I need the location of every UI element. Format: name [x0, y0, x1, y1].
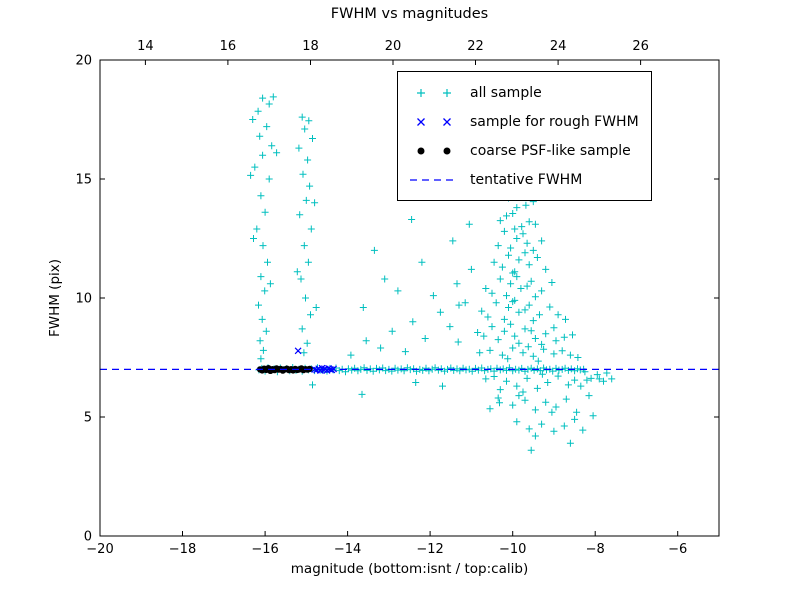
legend: all sample sample for rough FWHM coarse … [397, 71, 652, 201]
legend-entry-all-sample: all sample [408, 79, 639, 106]
x-axis-label: magnitude (bottom:isnt / top:calib) [290, 561, 529, 577]
dashed-line-icon [408, 171, 460, 189]
legend-label-psf-sample: coarse PSF-like sample [470, 142, 631, 159]
top-tick-label: 18 [302, 39, 319, 54]
top-tick-label: 26 [632, 39, 649, 54]
y-axis-label: FWHM (pix) [47, 258, 63, 338]
top-tick-label: 24 [550, 39, 567, 54]
plot-data [100, 93, 719, 454]
x-tick-label: −6 [668, 542, 687, 557]
x-tick-label: −10 [499, 542, 526, 557]
legend-label-all-sample: all sample [470, 84, 542, 101]
chart-title: FWHM vs magnitudes [330, 6, 489, 22]
x-tick-label: −16 [251, 542, 278, 557]
x-tick-label: −8 [586, 542, 605, 557]
top-tick-label: 22 [467, 39, 484, 54]
legend-entry-rough-fwhm: sample for rough FWHM [408, 108, 639, 135]
y-tick-label: 5 [84, 411, 92, 426]
axes: −20 −18 −16 −14 −12 −10 −8 −6 14 16 18 20 22 24 26 0 5 10… [75, 39, 720, 557]
y-tick-label: 15 [75, 173, 92, 188]
top-tick-label: 20 [385, 39, 402, 54]
x-tick-label: −20 [86, 542, 113, 557]
legend-label-tentative-fwhm: tentative FWHM [470, 171, 583, 188]
x-tick-label: −14 [334, 542, 361, 557]
x-tick-label: −18 [169, 542, 196, 557]
x-marker-icon [408, 113, 460, 131]
top-tick-label: 16 [220, 39, 237, 54]
legend-label-rough-fwhm: sample for rough FWHM [470, 113, 639, 130]
plus-marker-icon [408, 84, 460, 102]
y-tick-label: 20 [75, 54, 92, 69]
y-tick-label: 10 [75, 292, 92, 307]
dot-marker-icon [408, 142, 460, 160]
x-tick-label: −12 [416, 542, 443, 557]
top-tick-label: 14 [137, 39, 154, 54]
legend-entry-psf-sample: coarse PSF-like sample [408, 137, 639, 164]
y-tick-label: 0 [84, 530, 92, 545]
legend-entry-tentative-fwhm: tentative FWHM [408, 166, 639, 193]
